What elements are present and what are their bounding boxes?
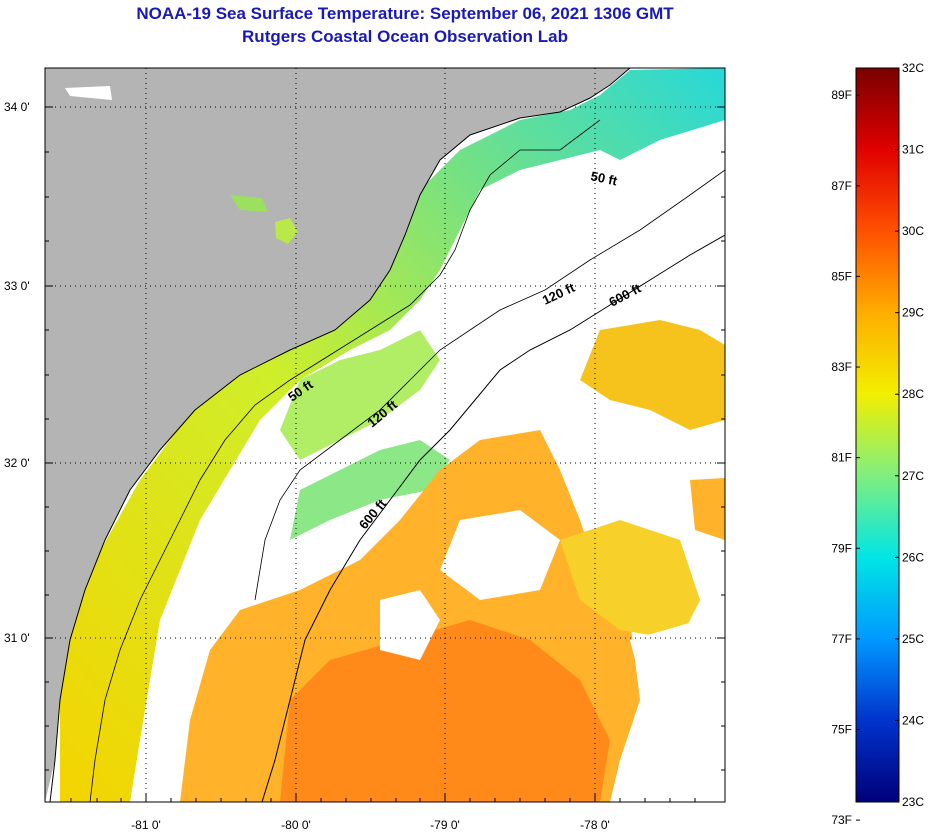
colorbar-fahrenheit-label: 79F: [831, 541, 852, 555]
shelf-sst-patch: [280, 330, 440, 460]
colorbar-fahrenheit-label: 77F: [831, 632, 852, 646]
lon-label: -79 0': [430, 818, 460, 832]
colorbar-celsius-label: 25C: [902, 632, 924, 646]
map-title: NOAA-19 Sea Surface Temperature: Septemb…: [136, 4, 674, 23]
colorbar-celsius-label: 29C: [902, 306, 924, 320]
colorbar-celsius-label: 26C: [902, 550, 924, 564]
inland-lake: [65, 86, 112, 100]
colorbar-celsius-label: 24C: [902, 713, 924, 727]
coastal-sst-band: [60, 68, 725, 802]
colorbar-celsius-label: 31C: [902, 143, 924, 157]
graticule: [45, 68, 725, 802]
inland-lake: [275, 218, 298, 244]
offshore-warm-patch: [690, 478, 725, 540]
colorbar-fahrenheit-label: 81F: [831, 451, 852, 465]
map-frame: [44, 67, 726, 803]
isobath-600ft: [261, 234, 725, 802]
colorbar-ticks: [856, 67, 899, 821]
colorbar-celsius-label: 28C: [902, 387, 924, 401]
colorbar-fahrenheit-label: 83F: [831, 360, 852, 374]
colorbar-celsius-label: 32C: [902, 61, 924, 75]
colorbar-celsius-label: 23C: [902, 795, 924, 809]
map-panel: 50 ft 50 ft 120 ft 120 ft 600 ft 600 ft: [45, 68, 725, 802]
colorbar-fahrenheit-label: 73F: [831, 813, 852, 827]
land-mass: [45, 68, 630, 802]
isobath-50ft: [89, 119, 601, 802]
lat-label: 32 0': [4, 456, 30, 470]
cloud-patch: [630, 620, 725, 700]
colorbar-fahrenheit-labels: 89F 87F 85F 83F 81F 79F 77F 75F 73F: [831, 88, 852, 827]
offshore-warm-patch: [580, 320, 725, 430]
offshore-warm-patch: [560, 520, 700, 640]
colorbar-fahrenheit-label: 85F: [831, 269, 852, 283]
lon-label: -80 0': [281, 818, 311, 832]
map-subtitle: Rutgers Coastal Ocean Observation Lab: [242, 27, 568, 46]
offshore-hot-core: [280, 620, 610, 802]
colorbar-fahrenheit-label: 89F: [831, 88, 852, 102]
lat-label: 34 0': [4, 100, 30, 114]
colorbar: 89F 87F 85F 83F 81F 79F 77F 75F 73F 32C 31C 30C 29C…: [831, 61, 924, 827]
lat-label: 33 0': [4, 279, 30, 293]
lon-label: -78 0': [580, 818, 610, 832]
lat-label: 31 0': [4, 631, 30, 645]
colorbar-celsius-label: 30C: [902, 224, 924, 238]
cloud-patch: [380, 590, 440, 660]
isobath-120ft: [254, 169, 725, 601]
colorbar-celsius-label: 27C: [902, 469, 924, 483]
axis-ticks: [45, 106, 725, 802]
colorbar-fahrenheit-label: 75F: [831, 723, 852, 737]
inland-lake: [230, 195, 268, 212]
cloud-patch: [440, 510, 560, 600]
lon-label: -81 0': [131, 818, 161, 832]
shelf-sst-patch: [290, 440, 450, 540]
colorbar-fahrenheit-label: 87F: [831, 179, 852, 193]
colorbar-scale: [855, 67, 900, 803]
contour-label: 50 ft: [589, 168, 619, 188]
colorbar-celsius-labels: 32C 31C 30C 29C 28C 27C 26C 25C 24C 23C: [902, 61, 924, 809]
coastline: [49, 68, 631, 802]
